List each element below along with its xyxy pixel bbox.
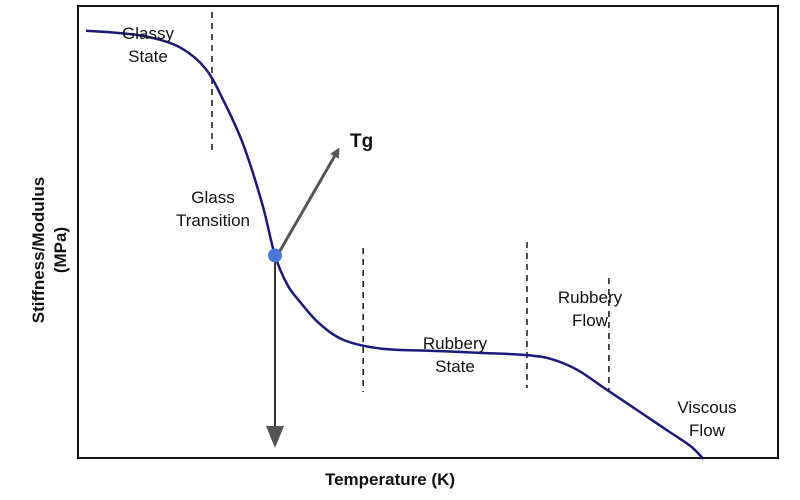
- y-axis-label: Stiffness/Modulus (MPa): [29, 176, 70, 324]
- annotation-glassy-state: Glassy State: [122, 24, 174, 66]
- tg-drop-arrowhead: [266, 426, 284, 448]
- tg-point: [268, 248, 282, 263]
- plot-frame: [77, 5, 779, 459]
- modulus-curve: [85, 29, 705, 460]
- annotation-rubbery-flow: Rubbery Flow: [557, 288, 623, 330]
- tg-pointer-arrow: [277, 147, 340, 254]
- annotation-rubbery-state: Rubbery State: [422, 334, 488, 376]
- x-axis-label: Temperature (K): [324, 470, 456, 489]
- annotation-viscous-flow: Viscous Flow: [677, 398, 737, 440]
- annotation-glass-transition: Glass Transition: [175, 188, 250, 230]
- tg-label: Tg: [350, 131, 374, 152]
